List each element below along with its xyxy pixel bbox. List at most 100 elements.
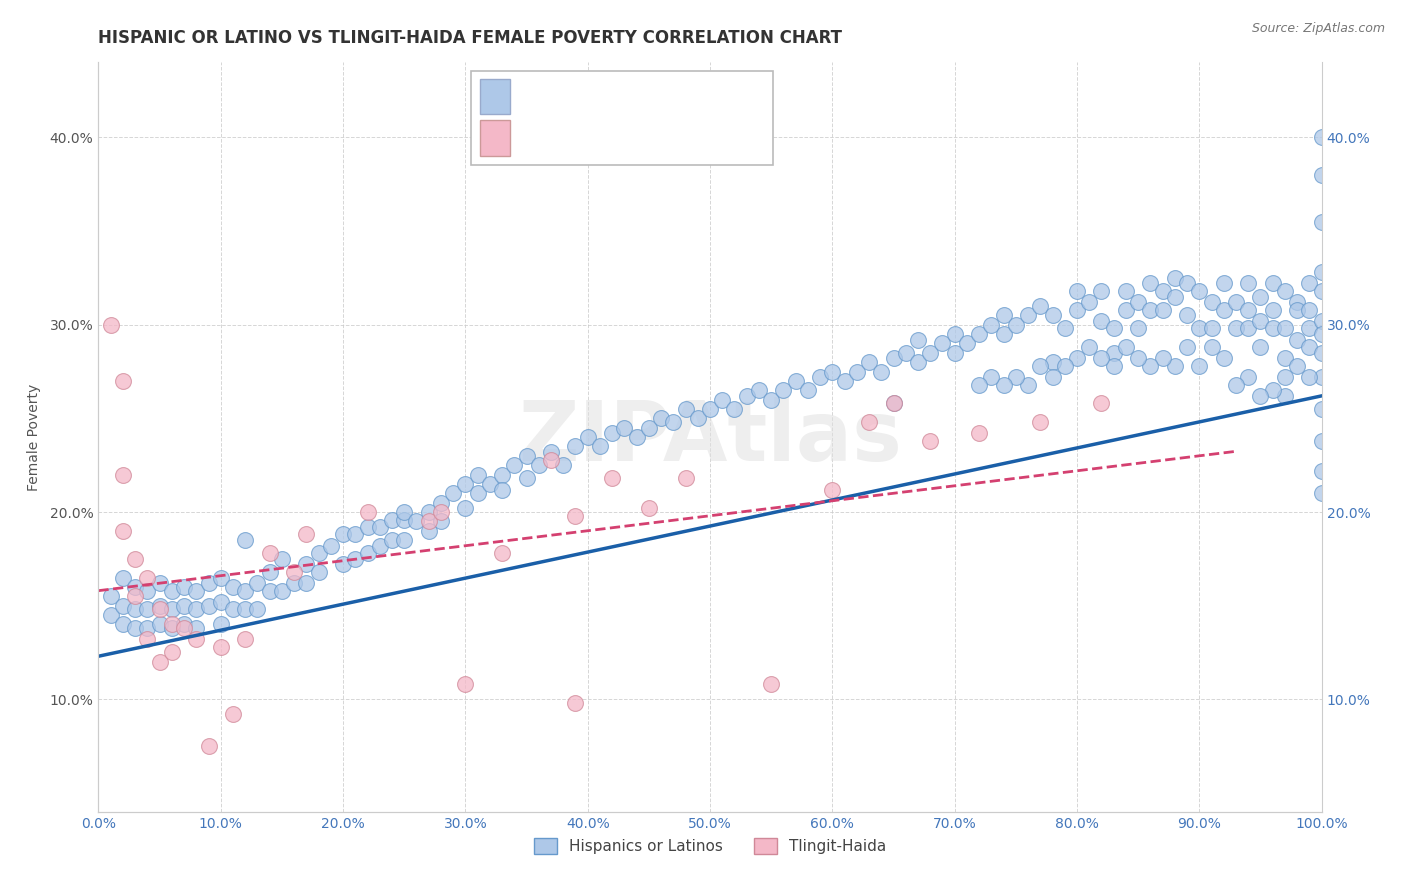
Point: [1188, 359, 1211, 373]
Point: [1298, 321, 1320, 335]
Point: [259, 583, 281, 598]
Point: [1029, 415, 1052, 429]
Point: [1274, 370, 1296, 384]
Point: [430, 496, 453, 510]
Point: [1225, 295, 1247, 310]
Point: [149, 602, 172, 616]
Text: ZIPAtlas: ZIPAtlas: [517, 397, 903, 477]
Point: [920, 345, 942, 359]
Point: [931, 336, 953, 351]
Text: 40: 40: [689, 128, 714, 147]
Point: [124, 621, 146, 635]
Point: [1310, 486, 1333, 500]
Point: [1090, 284, 1112, 298]
Point: [1274, 389, 1296, 403]
Point: [1164, 289, 1187, 303]
Point: [1029, 359, 1052, 373]
Point: [100, 318, 122, 332]
Point: [186, 621, 208, 635]
Point: [735, 389, 758, 403]
Point: [1237, 277, 1260, 291]
Point: [1017, 377, 1039, 392]
Point: [967, 326, 990, 341]
Point: [149, 599, 172, 613]
Point: [160, 583, 183, 598]
Point: [270, 583, 294, 598]
Point: [980, 318, 1002, 332]
Point: [1225, 377, 1247, 392]
Point: [1212, 302, 1234, 317]
Point: [785, 374, 807, 388]
Point: [124, 589, 146, 603]
Point: [761, 392, 783, 407]
Point: [454, 677, 477, 691]
Point: [1115, 340, 1137, 354]
Point: [186, 583, 208, 598]
Text: 0.817: 0.817: [565, 87, 621, 105]
Point: [209, 595, 232, 609]
Point: [626, 430, 648, 444]
Point: [454, 501, 477, 516]
Point: [1212, 351, 1234, 366]
Point: [1286, 359, 1309, 373]
Point: [111, 571, 134, 585]
Point: [600, 426, 623, 441]
Point: [186, 602, 208, 616]
FancyBboxPatch shape: [479, 120, 510, 156]
Point: [111, 524, 134, 538]
Point: [368, 520, 391, 534]
Point: [858, 415, 880, 429]
Point: [993, 326, 1015, 341]
Point: [1286, 302, 1309, 317]
Point: [956, 336, 979, 351]
Point: [441, 486, 464, 500]
Point: [356, 546, 378, 560]
Point: [356, 505, 378, 519]
Point: [222, 580, 245, 594]
Point: [1310, 370, 1333, 384]
Point: [1286, 333, 1309, 347]
Point: [124, 551, 146, 566]
Point: [761, 677, 783, 691]
Point: [515, 449, 537, 463]
Point: [1201, 295, 1223, 310]
Point: [1298, 277, 1320, 291]
Point: [650, 411, 672, 425]
Point: [160, 646, 183, 660]
Point: [1175, 309, 1198, 323]
Point: [1042, 355, 1064, 369]
Point: [821, 364, 844, 378]
Point: [907, 355, 929, 369]
Point: [1139, 277, 1161, 291]
Point: [295, 527, 318, 541]
Point: [1066, 284, 1088, 298]
Point: [418, 514, 440, 528]
Point: [821, 483, 844, 497]
Point: [233, 533, 256, 547]
Point: [883, 396, 905, 410]
Point: [430, 514, 453, 528]
Point: [111, 599, 134, 613]
Point: [246, 602, 269, 616]
Point: [540, 445, 562, 459]
Point: [1310, 284, 1333, 298]
Point: [1102, 359, 1125, 373]
Point: [467, 486, 489, 500]
Point: [675, 401, 697, 416]
Point: [1128, 295, 1150, 310]
Point: [1261, 277, 1284, 291]
Point: [564, 440, 586, 453]
Y-axis label: Female Poverty: Female Poverty: [27, 384, 41, 491]
Legend: Hispanics or Latinos, Tlingit-Haida: Hispanics or Latinos, Tlingit-Haida: [527, 832, 893, 860]
Point: [1298, 370, 1320, 384]
Point: [967, 377, 990, 392]
Point: [858, 355, 880, 369]
Point: [503, 458, 526, 473]
Point: [136, 621, 159, 635]
Point: [467, 467, 489, 482]
Point: [1078, 340, 1101, 354]
Point: [527, 458, 550, 473]
Point: [1090, 396, 1112, 410]
Point: [1029, 299, 1052, 313]
Point: [173, 580, 195, 594]
